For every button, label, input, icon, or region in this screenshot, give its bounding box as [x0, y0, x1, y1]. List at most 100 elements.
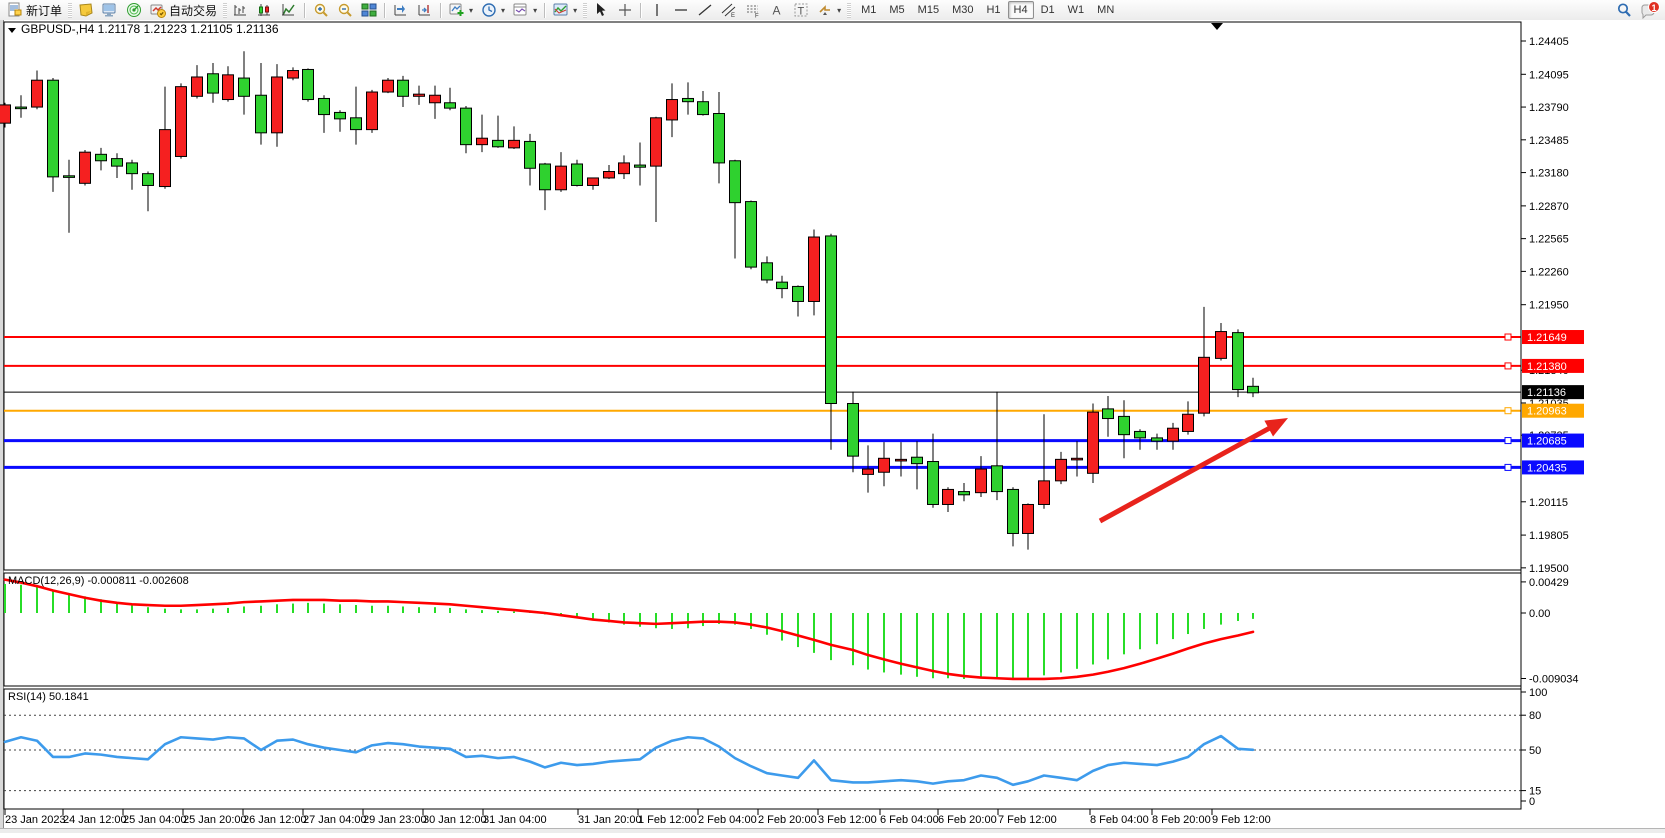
line-chart-icon — [281, 2, 297, 18]
svg-text:1.21950: 1.21950 — [1529, 300, 1569, 312]
monitor-icon — [102, 2, 118, 18]
fibonacci-icon: F — [745, 2, 761, 20]
svg-text:31 Jan 20:00: 31 Jan 20:00 — [578, 814, 642, 826]
timeframe-button-MN[interactable]: MN — [1097, 4, 1115, 16]
timeframe-button-H4[interactable]: H4 — [1007, 1, 1034, 19]
svg-text:31 Jan 04:00: 31 Jan 04:00 — [483, 814, 547, 826]
svg-text:26 Jan 12:00: 26 Jan 12:00 — [243, 814, 307, 826]
tile-windows-button[interactable] — [357, 0, 381, 20]
svg-text:7 Feb 12:00: 7 Feb 12:00 — [998, 814, 1057, 826]
terminal-button[interactable] — [98, 0, 122, 20]
svg-text:30 Jan 12:00: 30 Jan 12:00 — [423, 814, 487, 826]
equidistant-channel-icon: E — [721, 2, 737, 19]
clock-icon — [481, 2, 497, 18]
hline-tool-button[interactable] — [669, 0, 693, 20]
signals-button[interactable] — [122, 0, 146, 20]
svg-text:1.22870: 1.22870 — [1529, 201, 1569, 213]
pane-borders — [0, 20, 1665, 833]
chart-profile-button[interactable]: ▾ — [549, 0, 581, 20]
periods-button[interactable]: ▾ — [477, 0, 509, 20]
text-tool-button[interactable]: A — [765, 0, 789, 20]
auto-trading-button[interactable]: 自动交易 — [146, 0, 221, 20]
svg-text:2 Feb 20:00: 2 Feb 20:00 — [758, 814, 817, 826]
chart-profile-icon — [553, 2, 569, 18]
toolbar-grip — [583, 2, 588, 18]
label-tool-button[interactable]: T — [789, 0, 813, 20]
toolbar-separator — [304, 2, 307, 18]
svg-text:0: 0 — [1529, 796, 1535, 808]
svg-text:9 Feb 12:00: 9 Feb 12:00 — [1212, 814, 1271, 826]
hline-handle[interactable] — [1504, 437, 1512, 445]
timeframe-button-M1[interactable]: M1 — [861, 4, 877, 16]
svg-text:6 Feb 04:00: 6 Feb 04:00 — [880, 814, 939, 826]
svg-text:1.19805: 1.19805 — [1529, 530, 1569, 542]
trend-arrow[interactable] — [1098, 418, 1288, 524]
zoom-in-button[interactable] — [309, 0, 333, 20]
templates-button[interactable]: ▾ — [509, 0, 541, 20]
timeframe-button-D1[interactable]: D1 — [1040, 4, 1055, 16]
add-indicator-icon — [449, 2, 465, 18]
bar-chart-icon — [233, 2, 249, 18]
svg-text:1.21136: 1.21136 — [1527, 387, 1566, 399]
svg-text:1.20963: 1.20963 — [1527, 406, 1567, 418]
svg-text:1.23485: 1.23485 — [1529, 135, 1569, 147]
macd-pane — [3, 578, 1255, 681]
hline-handle[interactable] — [1504, 407, 1512, 415]
indicators-button[interactable]: ▾ — [445, 0, 477, 20]
crosshair-tool-button[interactable] — [613, 0, 637, 20]
charts-list-button[interactable] — [74, 0, 98, 20]
channel-tool-button[interactable]: E — [717, 0, 741, 20]
svg-text:29 Jan 23:00: 29 Jan 23:00 — [363, 814, 427, 826]
svg-text:3 Feb 12:00: 3 Feb 12:00 — [818, 814, 877, 826]
tile-windows-icon — [361, 2, 377, 18]
bar-chart-mode-button[interactable] — [229, 0, 253, 20]
notifications-button[interactable]: 1 — [1640, 1, 1660, 20]
shapes-tool-button[interactable]: ▾ — [813, 0, 845, 20]
toolbar-separator — [640, 2, 643, 18]
timeframe-button-H1[interactable]: H1 — [986, 4, 1001, 16]
auto-trading-label: 自动交易 — [169, 3, 218, 18]
new-order-icon — [7, 2, 23, 18]
svg-text:27 Jan 04:00: 27 Jan 04:00 — [303, 814, 367, 826]
new-order-button[interactable]: 新订单 — [3, 0, 66, 20]
cursor-tool-button[interactable] — [589, 0, 613, 20]
svg-text:25 Jan 04:00: 25 Jan 04:00 — [123, 814, 187, 826]
arrows-shapes-icon — [817, 2, 833, 18]
cursor-icon — [593, 2, 609, 18]
hline-handle[interactable] — [1504, 362, 1512, 370]
svg-text:MACD(12,26,9) -0.000811 -0.002: MACD(12,26,9) -0.000811 -0.002608 — [8, 575, 189, 587]
hline-objects[interactable] — [4, 333, 1521, 471]
crosshair-icon — [617, 2, 633, 18]
zoom-out-button[interactable] — [333, 0, 357, 20]
dropdown-caret: ▾ — [469, 5, 474, 15]
trendline-icon — [697, 2, 713, 18]
timeframe-button-W1[interactable]: W1 — [1067, 4, 1085, 16]
trendline-tool-button[interactable] — [693, 0, 717, 20]
chart-shift-button[interactable] — [413, 0, 437, 20]
svg-text:1.23790: 1.23790 — [1529, 102, 1569, 114]
timeframe-button-M5[interactable]: M5 — [889, 4, 905, 16]
rsi-pane — [3, 714, 1521, 792]
candle-chart-mode-button[interactable] — [253, 0, 277, 20]
toolbar-separator — [384, 2, 387, 18]
chart-shift-icon — [417, 2, 433, 18]
fibonacci-tool-button[interactable]: F — [741, 0, 765, 20]
svg-text:1.23180: 1.23180 — [1529, 168, 1569, 180]
auto-scroll-button[interactable] — [389, 0, 413, 20]
line-chart-mode-button[interactable] — [277, 0, 301, 20]
search-button[interactable] — [1612, 0, 1636, 20]
hline-handle[interactable] — [1504, 463, 1512, 471]
svg-text:GBPUSD-,H4 1.21178 1.21223 1.: GBPUSD-,H4 1.21178 1.21223 1.21105 1.211… — [21, 22, 279, 36]
svg-text:50: 50 — [1529, 745, 1541, 757]
svg-text:23 Jan 2023: 23 Jan 2023 — [5, 814, 66, 826]
vline-tool-button[interactable] — [645, 0, 669, 20]
svg-text:T: T — [798, 6, 805, 18]
hline-handle[interactable] — [1504, 333, 1512, 341]
timeframe-button-M15[interactable]: M15 — [917, 4, 940, 16]
svg-text:1.24095: 1.24095 — [1529, 69, 1569, 81]
chart-area[interactable]: 1.24405 1.24095 1.23790 1.23485 1.23180 1.228… — [0, 20, 1665, 833]
svg-text:1 Feb 12:00: 1 Feb 12:00 — [638, 814, 697, 826]
svg-text:1.21380: 1.21380 — [1527, 361, 1567, 373]
timeframe-button-M30[interactable]: M30 — [952, 4, 974, 16]
svg-text:1.22565: 1.22565 — [1529, 234, 1569, 246]
